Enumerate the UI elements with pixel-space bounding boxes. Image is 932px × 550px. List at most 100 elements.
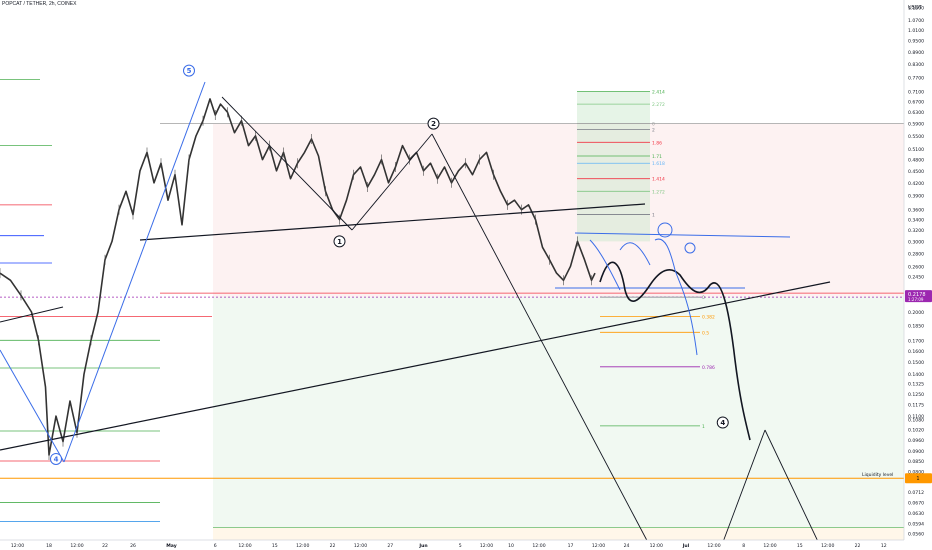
fib-label-3: 2 [652, 128, 655, 134]
x-tick-18: 17 [568, 543, 574, 549]
y-tick-33: 0.1100 [908, 414, 924, 420]
x-tick-8: 15 [272, 543, 278, 549]
y-tick-40: 0.0712 [908, 490, 924, 496]
y-tick-41: 0.0670 [908, 500, 924, 506]
y-tick-31: 0.1250 [908, 392, 924, 398]
last-price-timer: 1:27:09 [908, 297, 924, 302]
y-tick-17: 0.3600 [908, 208, 924, 214]
x-tick-2: 12:00 [70, 543, 83, 549]
y-tick-44: 0.0560 [908, 532, 924, 538]
y-tick-12: 0.5100 [908, 147, 924, 153]
x-tick-7: 12:00 [238, 543, 251, 549]
trendline-5 [431, 133, 653, 550]
fib-label-12: 0.5 [702, 330, 709, 336]
fib-label-8: 1.272 [652, 189, 665, 195]
x-tick-5: May [166, 543, 177, 549]
price-series [0, 98, 596, 456]
liquidity-price-tag [905, 473, 932, 484]
fib-label-7: 1.414 [652, 177, 665, 183]
wave-marker-0 [183, 64, 195, 77]
x-tick-29: 12 [881, 543, 887, 549]
last-price-label: 0.2178 [908, 292, 926, 298]
x-tick-10: 22 [330, 543, 336, 549]
y-tick-35: 0.1020 [908, 427, 924, 433]
x-tick-22: Jul [682, 543, 690, 549]
fib-label-9: 1 [652, 213, 655, 219]
y-tick-28: 0.1500 [908, 360, 924, 366]
x-tick-13: Jun [418, 543, 427, 549]
fib-label-5: 1.71 [652, 154, 662, 160]
fib-label-6: 1.618 [652, 161, 665, 167]
y-tick-6: 0.7700 [908, 75, 924, 81]
fib-label-11: 0.382 [702, 314, 715, 320]
last-price-tag [905, 290, 932, 303]
wave-label-1: 4 [54, 455, 59, 463]
x-tick-21: 12:00 [650, 543, 663, 549]
y-tick-26: 0.1700 [908, 338, 924, 344]
y-tick-16: 0.3900 [908, 194, 924, 200]
y-tick-11: 0.5500 [908, 134, 924, 140]
trendline-3 [221, 96, 353, 231]
y-tick-37: 0.0900 [908, 449, 924, 455]
x-tick-12: 27 [387, 543, 393, 549]
wave-marker-4 [716, 416, 729, 429]
wave-label-2: 2 [431, 120, 436, 128]
x-tick-9: 12:00 [296, 543, 309, 549]
x-tick-15: 12:00 [480, 543, 493, 549]
wave-label-0: 5 [187, 67, 192, 75]
fib-label-13: 0.786 [702, 365, 715, 371]
y-tick-42: 0.0630 [908, 511, 924, 517]
x-tick-24: 8 [742, 543, 745, 549]
projection-path-blue [589, 238, 698, 356]
y-tick-23: 0.2450 [908, 275, 924, 281]
x-tick-0: 12:00 [11, 543, 24, 549]
y-tick-8: 0.6700 [908, 99, 924, 105]
y-tick-25: 0.1850 [908, 324, 924, 330]
x-tick-1: 18 [46, 543, 52, 549]
green-zone [213, 297, 904, 528]
x-tick-25: 12:00 [763, 543, 776, 549]
x-tick-28: 22 [855, 543, 861, 549]
wave-marker-3 [333, 235, 346, 248]
fib-extension-zone [577, 91, 650, 242]
wave-label-3: 1 [337, 238, 342, 246]
x-tick-3: 22 [102, 543, 108, 549]
trendline-7 [0, 349, 65, 463]
price-axis-bg [904, 0, 932, 550]
y-tick-13: 0.4800 [908, 158, 924, 164]
wave-marker-2 [427, 117, 440, 130]
y-tick-39: 0.0800 [908, 470, 924, 476]
fib-label-14: 1 [702, 424, 705, 430]
y-tick-20: 0.3000 [908, 239, 924, 245]
y-tick-3: 0.9500 [908, 39, 924, 45]
y-tick-9: 0.6300 [908, 110, 924, 116]
trendline-11 [764, 429, 823, 550]
projection-loop-a [657, 222, 673, 238]
fib-label-10: 0 [702, 295, 705, 301]
fib-label-2: 0 [652, 122, 655, 128]
y-tick-19: 0.3200 [908, 228, 924, 234]
projection-path-black [599, 261, 751, 441]
orange-zone [213, 527, 904, 540]
fib-label-4: 1.86 [652, 140, 662, 146]
projection-loop-b [684, 242, 696, 254]
y-tick-32: 0.1175 [908, 403, 924, 409]
x-tick-17: 12:00 [532, 543, 545, 549]
x-tick-11: 12:00 [354, 543, 367, 549]
x-tick-14: 5 [459, 543, 462, 549]
y-tick-18: 0.3400 [908, 218, 924, 224]
y-tick-10: 0.5900 [908, 122, 924, 128]
trendline-4 [351, 133, 433, 231]
axis-currency-label: USDT [908, 5, 923, 11]
x-tick-6: 6 [214, 543, 217, 549]
wave-label-4: 4 [720, 419, 725, 427]
x-tick-27: 12:00 [821, 543, 834, 549]
y-tick-36: 0.0960 [908, 438, 924, 444]
fib-label-1: 2.272 [652, 102, 665, 108]
trendline-8 [574, 232, 791, 238]
y-tick-24: 0.2000 [908, 310, 924, 316]
y-tick-7: 0.7100 [908, 89, 924, 95]
y-tick-15: 0.4200 [908, 181, 924, 187]
